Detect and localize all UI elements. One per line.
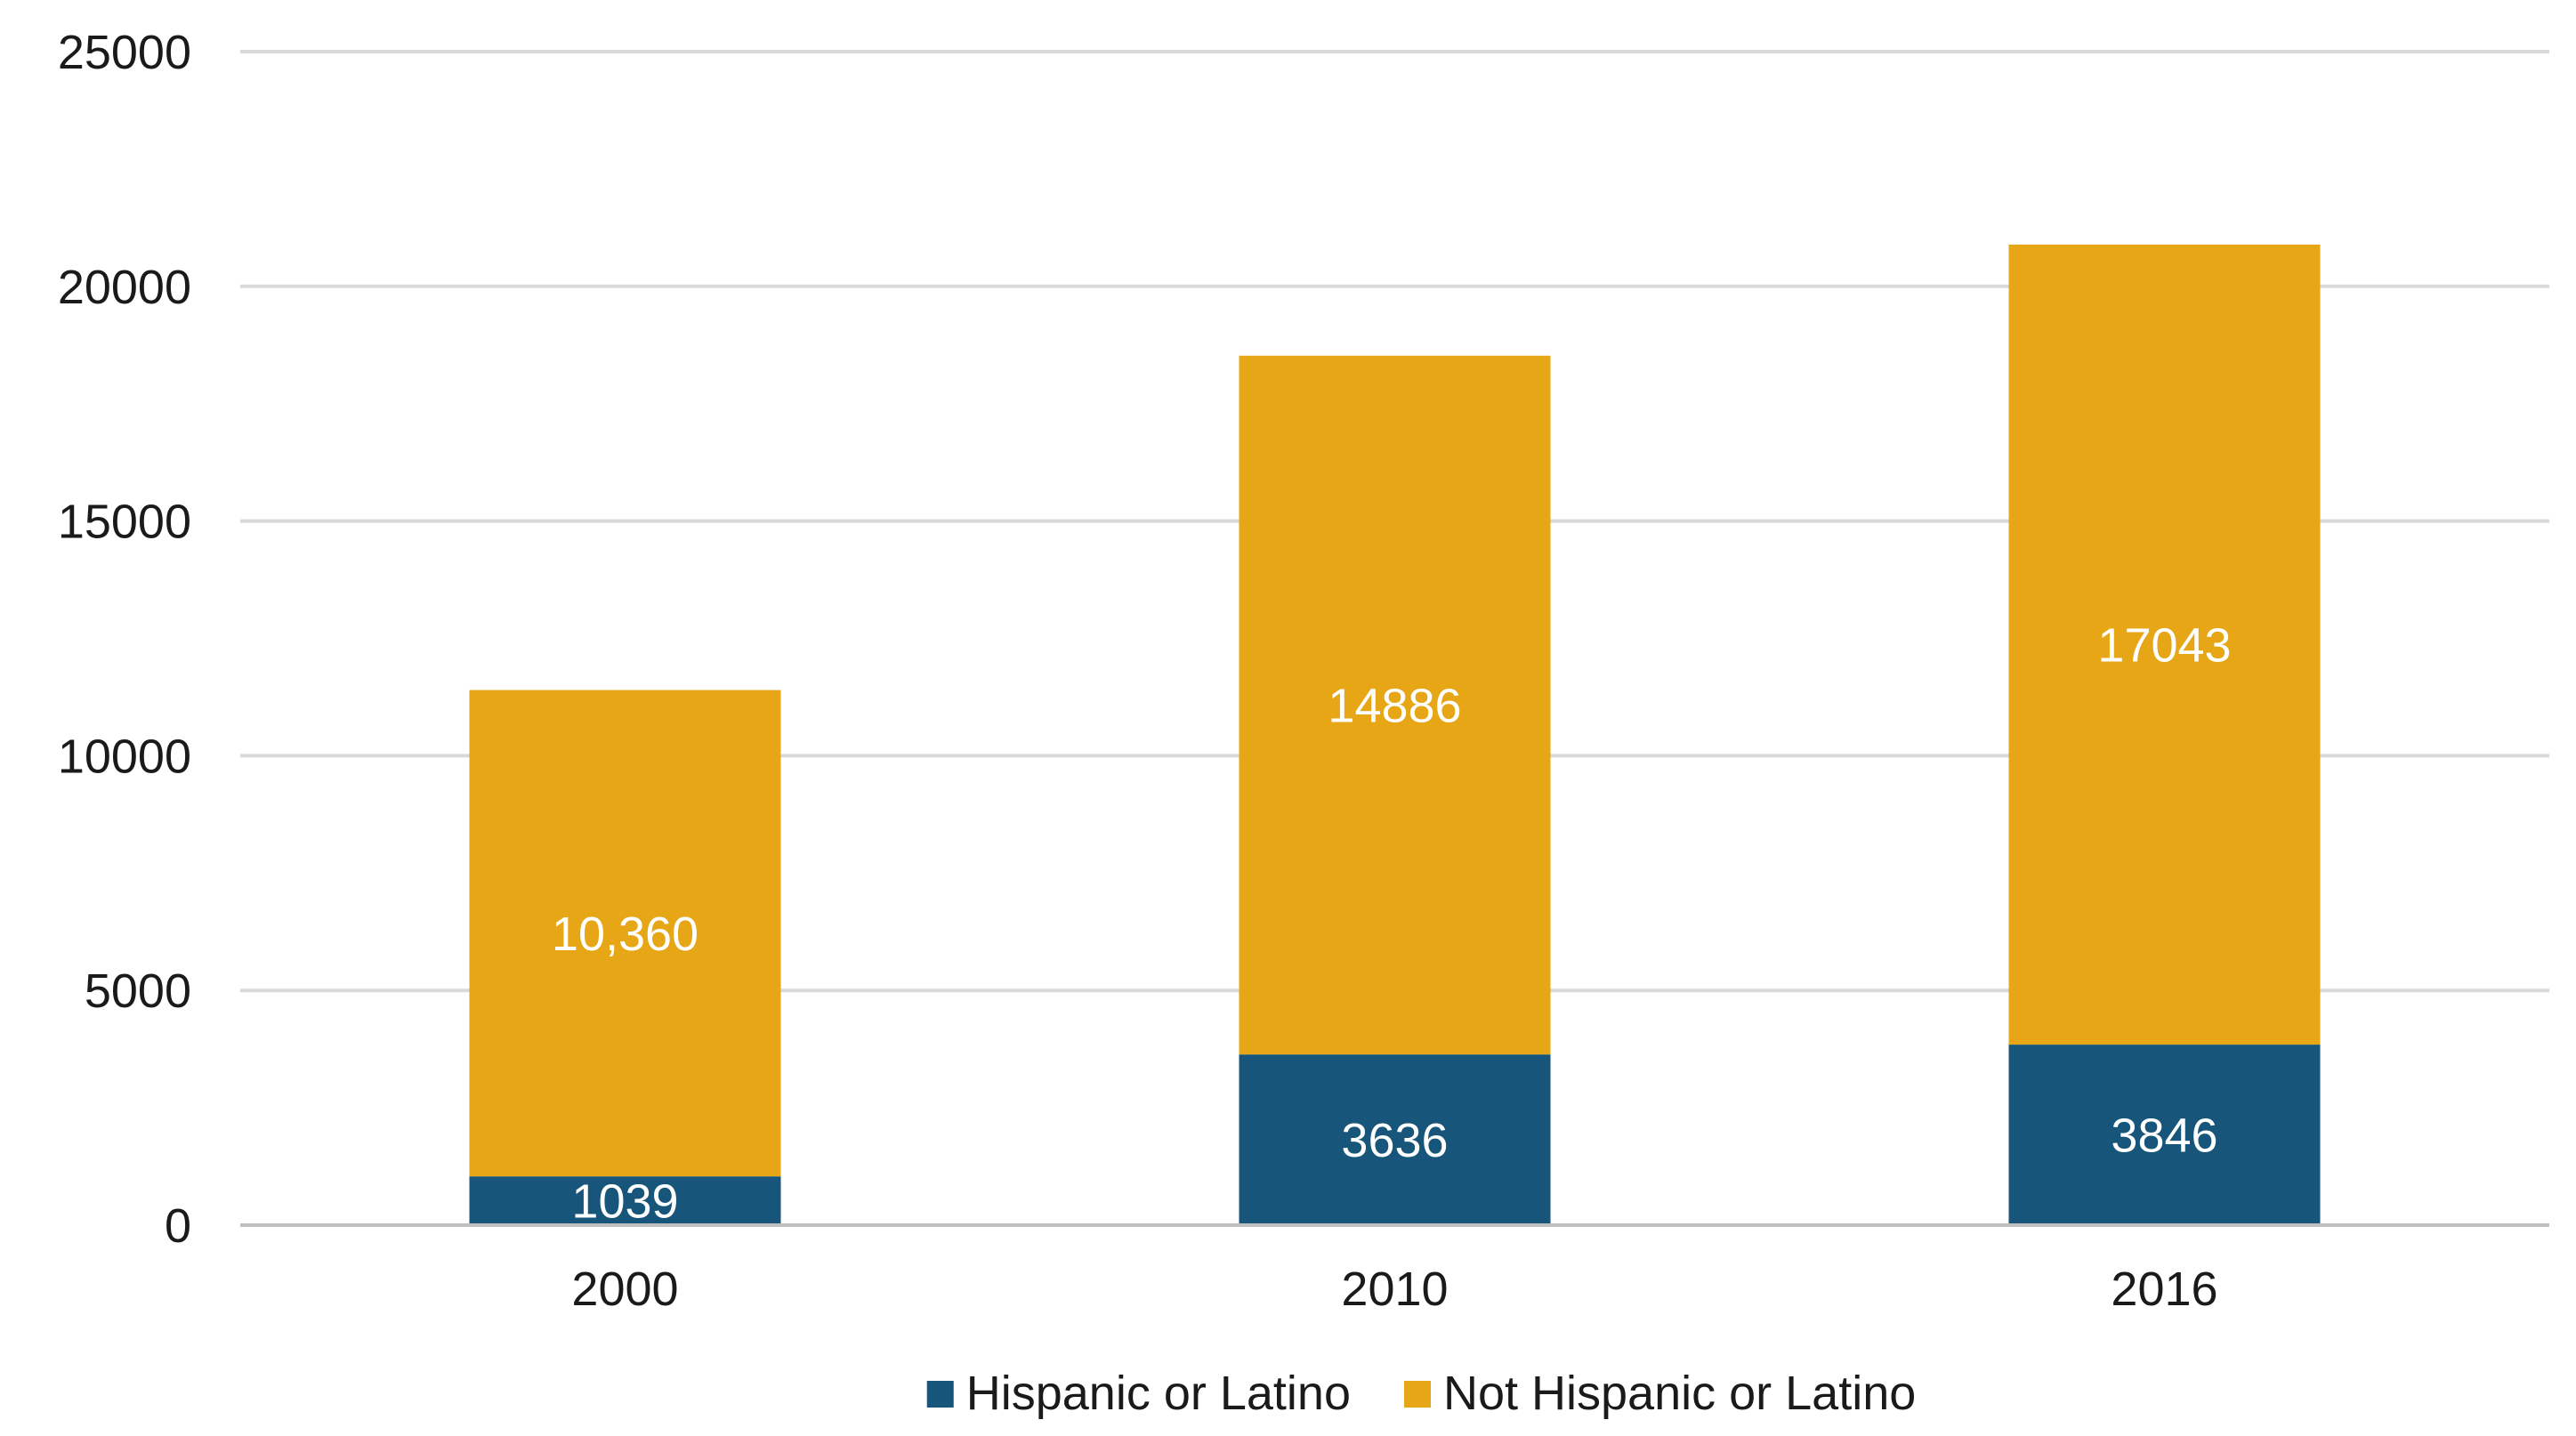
bar-segment-hispanic-2016 <box>2008 1045 2321 1225</box>
data-label: 3846 <box>2111 1109 2217 1163</box>
data-label: 3636 <box>1341 1114 1448 1167</box>
data-label: 17043 <box>2097 618 2231 672</box>
bar-segment-not-hispanic-2010 <box>1239 355 1551 1055</box>
legend-item: Hispanic or Latino <box>926 1367 1351 1420</box>
x-tick-label: 2016 <box>2111 1263 2217 1316</box>
legend-item: Not Hispanic or Latino <box>1403 1367 1916 1420</box>
data-label: 1039 <box>571 1175 678 1229</box>
y-tick-label: 10000 <box>58 730 191 783</box>
y-tick-label: 0 <box>165 1199 191 1253</box>
x-tick-label: 2010 <box>1341 1263 1448 1316</box>
bar-group-2016: 3846 17043 <box>2008 244 2321 1225</box>
y-tick-label: 25000 <box>58 26 191 79</box>
legend-swatch <box>1403 1381 1431 1408</box>
bar-group-2010: 3636 14886 <box>1239 355 1551 1225</box>
bar-segment-not-hispanic-2016 <box>2008 244 2321 1045</box>
bar-segment-hispanic-2000 <box>469 1176 781 1225</box>
x-tick-label: 2000 <box>571 1263 678 1316</box>
y-tick-label: 5000 <box>85 964 191 1018</box>
y-tick-label: 20000 <box>58 261 191 314</box>
x-axis-ticks: 2000 2010 2016 <box>571 1263 2217 1316</box>
legend-label: Not Hispanic or Latino <box>1443 1367 1916 1420</box>
bar-group-2000: 1039 10,360 <box>469 690 781 1229</box>
bar-segment-hispanic-2010 <box>1239 1054 1551 1225</box>
legend-label: Hispanic or Latino <box>966 1367 1351 1420</box>
data-label: 10,360 <box>552 908 699 961</box>
y-axis-ticks: 0 5000 10000 15000 20000 25000 <box>58 26 191 1253</box>
data-label: 14886 <box>1328 679 1461 732</box>
bar-segment-not-hispanic-2000 <box>469 690 781 1177</box>
y-tick-label: 15000 <box>58 496 191 549</box>
legend: Hispanic or Latino Not Hispanic or Latino <box>926 1367 1916 1420</box>
bars: 1039 10,360 3636 14886 3846 17043 <box>469 244 2321 1229</box>
legend-swatch <box>926 1381 954 1408</box>
